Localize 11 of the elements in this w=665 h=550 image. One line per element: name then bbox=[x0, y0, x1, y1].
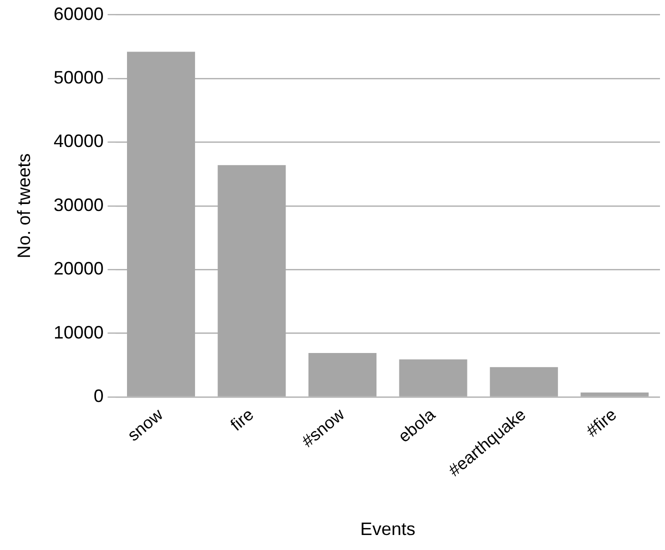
y-tick-label: 10000 bbox=[54, 322, 104, 342]
y-tick-label: 60000 bbox=[54, 4, 104, 24]
y-tick-label: 40000 bbox=[54, 131, 104, 152]
x-axis-title: Events bbox=[360, 519, 416, 540]
y-tick-label: 20000 bbox=[54, 258, 104, 279]
y-tick-label: 50000 bbox=[54, 67, 104, 88]
y-axis-title: No. of tweets bbox=[14, 153, 34, 258]
x-tick-label: fire bbox=[227, 404, 258, 435]
y-tick-label: 30000 bbox=[54, 194, 104, 215]
x-tick-label: #fire bbox=[582, 404, 620, 441]
y-tick-label: 0 bbox=[94, 386, 104, 406]
